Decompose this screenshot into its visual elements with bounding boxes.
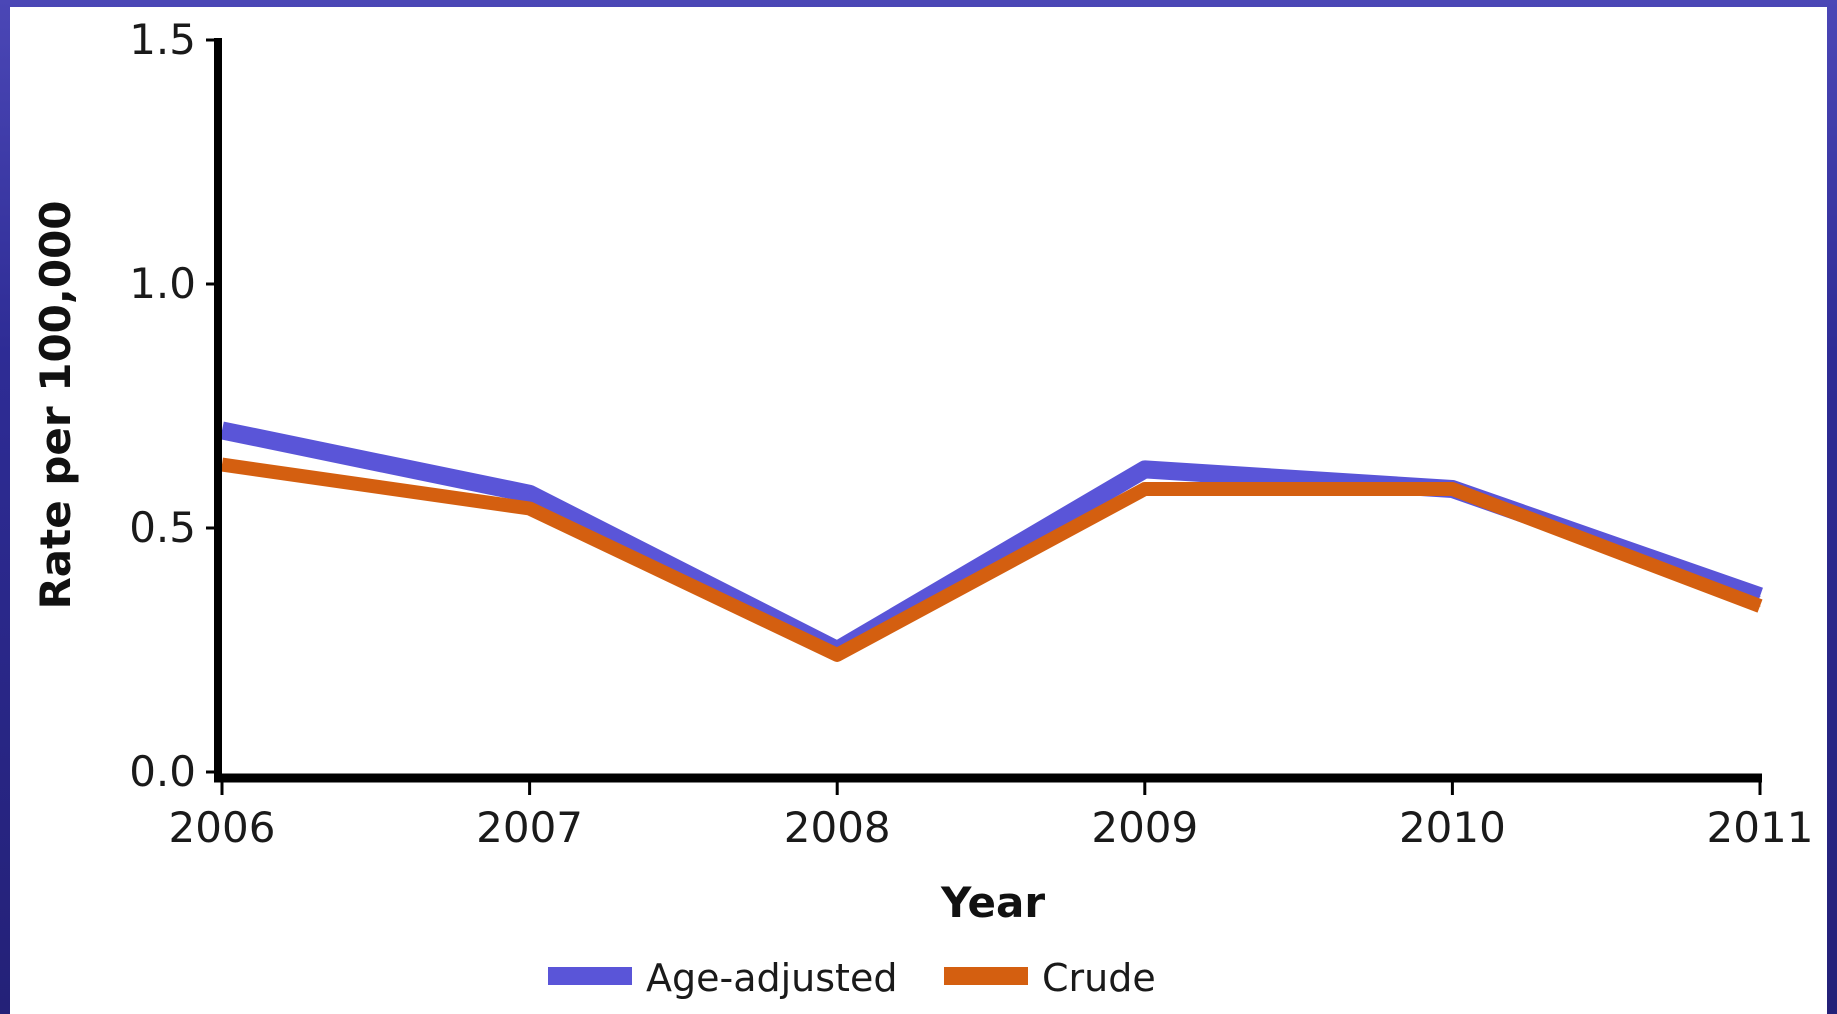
data-point	[1144, 468, 1146, 470]
data-point	[529, 493, 531, 495]
data-point	[1144, 488, 1146, 490]
y-axis-title: Rate per 100,000	[31, 200, 80, 609]
legend-label: Crude	[1042, 956, 1156, 1000]
series-lines	[220, 421, 1763, 662]
series-line-crude	[221, 457, 1763, 662]
data-point	[529, 507, 531, 509]
legend-swatch	[944, 967, 1028, 985]
y-tick-label: 0.5	[129, 503, 196, 552]
legend: Age-adjusted Crude	[548, 956, 1156, 1000]
x-tick-label: 2007	[476, 803, 583, 852]
x-tick-label: 2006	[169, 803, 276, 852]
data-point	[1759, 595, 1761, 597]
data-point	[1451, 488, 1453, 490]
x-tick-label: 2008	[784, 803, 891, 852]
y-tick-label: 0.0	[129, 747, 196, 796]
x-axis-ticks: 2006 2007 2008 2009 2010 2011	[169, 782, 1814, 852]
y-axis-ticks: 0.0 0.5 1.0 1.5	[129, 15, 216, 796]
x-tick-label: 2011	[1707, 803, 1814, 852]
x-axis-title: Year	[940, 878, 1045, 927]
legend-swatch	[548, 967, 632, 985]
x-tick-label: 2009	[1091, 803, 1198, 852]
x-tick-label: 2010	[1399, 803, 1506, 852]
data-point	[836, 654, 838, 656]
y-tick-label: 1.5	[129, 15, 196, 64]
y-tick-label: 1.0	[129, 259, 196, 308]
legend-label: Age-adjusted	[646, 956, 897, 1000]
series-line-age-adjusted	[220, 421, 1763, 659]
data-point	[1759, 605, 1761, 607]
